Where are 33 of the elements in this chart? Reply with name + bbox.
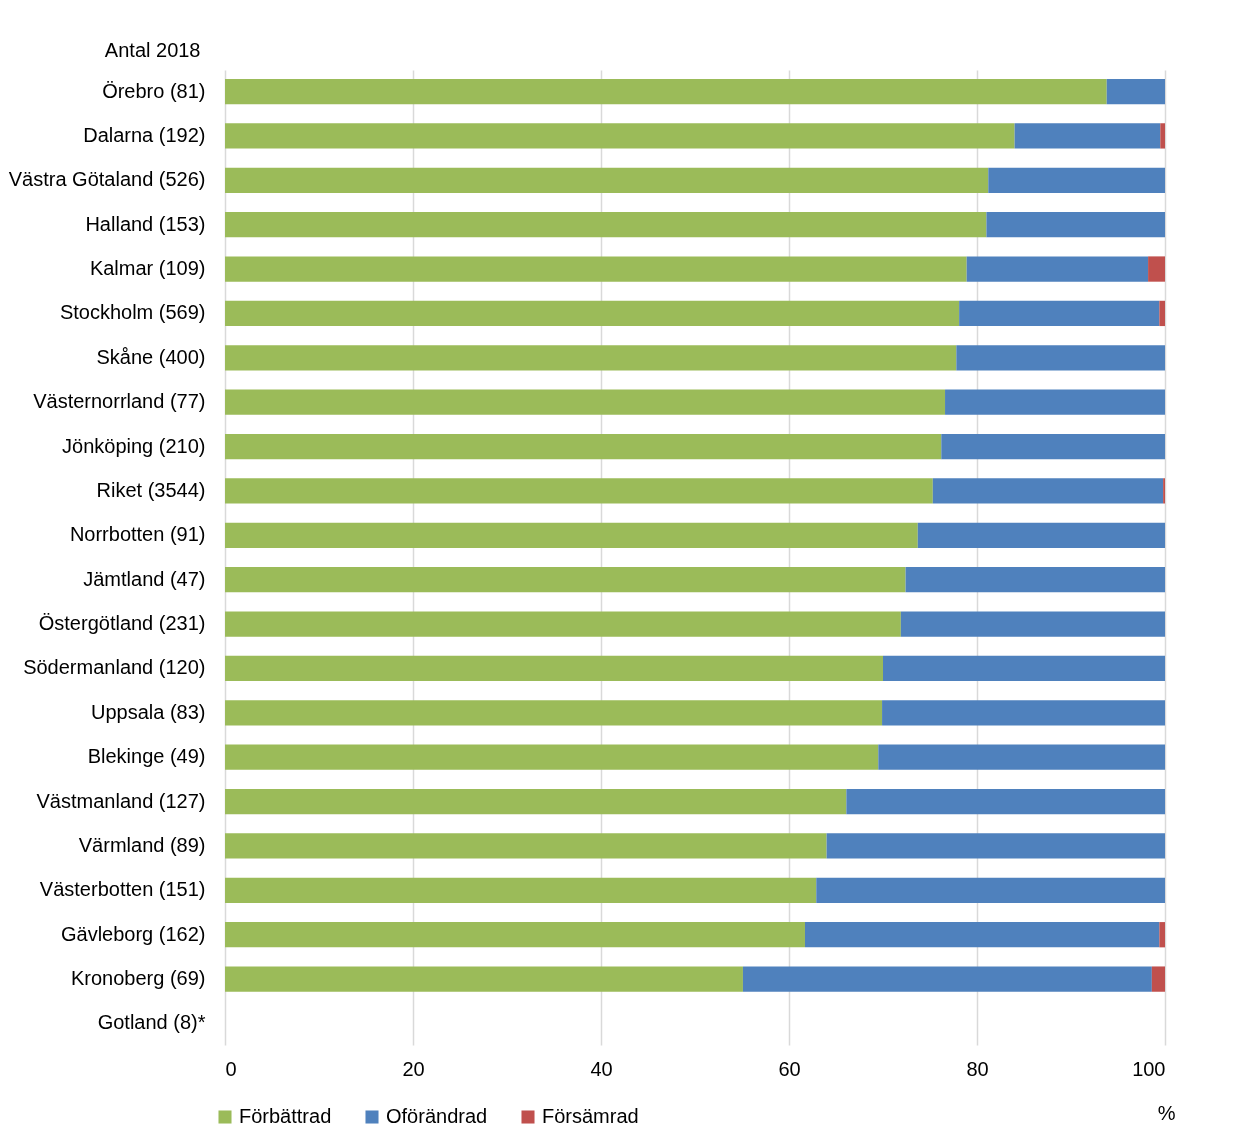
y-tick-label: Västmanland (127)	[36, 789, 206, 812]
y-tick-label: Värmland (89)	[78, 833, 206, 856]
x-axis-title: %	[1157, 1101, 1176, 1124]
y-tick-label: Skåne (400)	[96, 345, 206, 368]
x-tick-label: 100	[1132, 1057, 1166, 1080]
legend-label: Oförändrad	[386, 1105, 488, 1127]
y-tick-label: Östergötland (231)	[38, 612, 206, 635]
y-axis-title: Antal 2018	[104, 38, 201, 61]
y-tick-label: Norrbotten (91)	[69, 523, 206, 546]
legend-label: Förbättrad	[239, 1105, 332, 1127]
y-tick-label: Västerbotten (151)	[39, 878, 206, 901]
x-tick-label: 60	[778, 1057, 801, 1080]
y-tick-label: Gotland (8)*	[97, 1011, 206, 1034]
y-tick-label: Gävleborg (162)	[60, 922, 206, 945]
x-tick-label: 0	[225, 1057, 237, 1080]
x-tick-label: 40	[590, 1057, 613, 1080]
y-tick-label: Västra Götaland (526)	[8, 168, 206, 191]
y-tick-label: Halland (153)	[85, 212, 206, 235]
y-tick-label: Riket (3544)	[96, 478, 206, 501]
y-tick-label: Södermanland (120)	[23, 656, 206, 679]
y-tick-label: Blekinge (49)	[87, 745, 206, 768]
y-tick-label: Kronoberg (69)	[70, 967, 206, 990]
y-tick-label: Stockholm (569)	[59, 301, 206, 324]
y-tick-label: Uppsala (83)	[90, 700, 206, 723]
y-tick-label: Jönköping (210)	[62, 434, 206, 457]
y-tick-label: Örebro (81)	[102, 79, 206, 102]
y-tick-label: Västernorrland (77)	[33, 390, 206, 413]
y-tick-label: Jämtland (47)	[83, 567, 206, 590]
x-tick-label: 20	[402, 1057, 425, 1080]
y-tick-label: Kalmar (109)	[89, 257, 206, 280]
legend-label: Försämrad	[542, 1105, 639, 1127]
y-tick-label: Dalarna (192)	[83, 123, 206, 146]
x-tick-label: 80	[966, 1057, 989, 1080]
